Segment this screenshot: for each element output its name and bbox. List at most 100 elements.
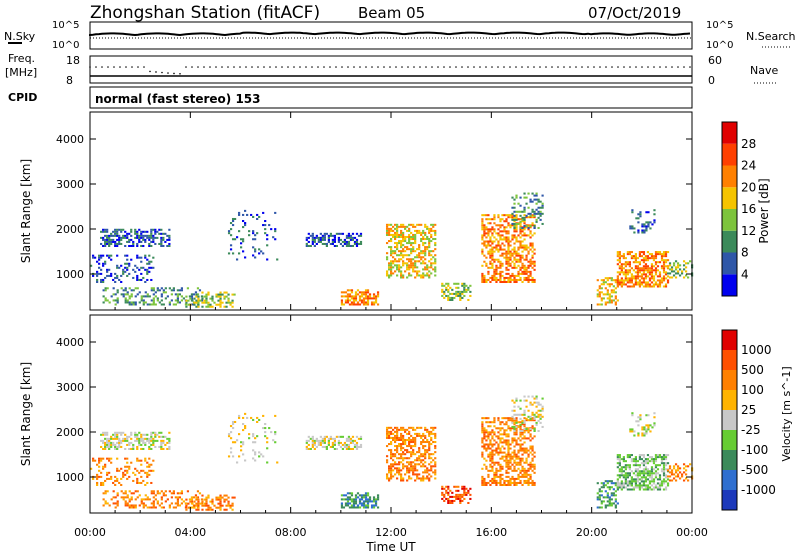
velocity-cell	[606, 492, 609, 495]
velocity-cell	[443, 487, 446, 490]
power-cell	[501, 218, 504, 221]
power-cell	[408, 248, 411, 251]
power-cell	[511, 214, 514, 217]
power-cell	[166, 295, 169, 298]
power-cell	[146, 303, 149, 306]
velocity-cell	[358, 506, 362, 509]
power-cell	[239, 242, 243, 245]
power-cell	[620, 279, 623, 282]
velocity-cell	[134, 490, 137, 493]
velocity-cell	[146, 437, 149, 440]
power-cell	[529, 244, 532, 247]
nave-point	[203, 66, 205, 68]
power-cell	[662, 267, 666, 270]
power-cell	[130, 234, 133, 237]
velocity-cell	[503, 441, 506, 444]
nave-point	[365, 66, 367, 68]
velocity-cell	[200, 498, 204, 501]
power-cell	[507, 242, 510, 245]
velocity-cell	[98, 457, 101, 460]
velocity-cell	[523, 409, 526, 412]
y-tick-label: 4000	[56, 133, 84, 146]
power-cell	[376, 293, 380, 296]
velocity-cell	[389, 436, 393, 439]
velocity-cell	[650, 484, 654, 487]
velocity-cell	[194, 494, 198, 497]
velocity-cell	[356, 496, 360, 499]
velocity-cell	[525, 427, 528, 430]
velocity-cell	[404, 453, 407, 456]
velocity-cell	[521, 457, 524, 460]
power-cell	[495, 238, 498, 241]
velocity-cell	[666, 482, 670, 485]
velocity-cell	[487, 447, 490, 450]
velocity-cell	[654, 458, 658, 461]
velocity-cell	[660, 462, 664, 465]
power-cell	[414, 225, 417, 228]
power-cell	[142, 299, 145, 302]
power-cell	[632, 269, 636, 272]
velocity-cell	[491, 481, 494, 484]
velocity-cell	[392, 428, 395, 431]
colorbar-swatch	[722, 450, 737, 470]
power-cell	[646, 255, 650, 258]
velocity-cell	[633, 434, 636, 437]
velocity-cell	[408, 426, 411, 429]
power-cell	[487, 266, 490, 269]
velocity-cell	[136, 437, 139, 440]
power-cell	[102, 254, 105, 257]
power-cell	[350, 289, 354, 292]
power-cell	[396, 233, 399, 236]
power-cell	[424, 233, 427, 236]
velocity-cell	[513, 445, 516, 448]
power-cell	[608, 301, 611, 304]
power-cell	[124, 254, 127, 257]
velocity-cell	[638, 474, 642, 477]
power-cell	[463, 286, 466, 289]
power-cell	[100, 236, 103, 239]
velocity-cell	[389, 463, 393, 466]
velocity-cell	[491, 457, 494, 460]
power-cell	[400, 242, 403, 245]
velocity-cell	[319, 435, 322, 438]
velocity-cell	[610, 502, 613, 505]
velocity-cell	[628, 480, 631, 483]
power-cell	[497, 272, 500, 275]
power-cell	[398, 264, 401, 267]
velocity-cell	[420, 477, 423, 480]
power-cell	[389, 238, 393, 241]
velocity-cell	[412, 436, 415, 439]
power-cell	[116, 264, 119, 267]
power-cell	[684, 266, 688, 269]
power-cell	[313, 240, 316, 243]
velocity-cell	[116, 457, 119, 460]
power-cell	[447, 296, 450, 299]
velocity-cell	[428, 441, 431, 444]
velocity-cell	[323, 439, 326, 442]
power-cell	[513, 278, 516, 281]
power-cell	[620, 263, 623, 266]
power-cell	[519, 240, 522, 243]
power-cell	[662, 265, 666, 268]
power-cell	[463, 288, 466, 291]
velocity-cell	[420, 441, 423, 444]
power-cell	[396, 246, 399, 249]
velocity-cell	[114, 443, 117, 446]
power-cell	[150, 234, 153, 237]
power-cell	[614, 295, 617, 298]
power-cell	[630, 255, 633, 258]
y-tick-label: 4000	[56, 336, 84, 349]
power-cell	[511, 254, 514, 257]
velocity-cell	[598, 498, 601, 501]
velocity-cell	[527, 467, 530, 470]
x-axis-label: Time UT	[365, 540, 416, 554]
velocity-cell	[364, 492, 368, 495]
power-cell	[422, 231, 425, 234]
power-cell	[626, 273, 629, 276]
power-cell	[416, 274, 419, 277]
velocity-cell	[511, 457, 514, 460]
velocity-cell	[507, 447, 510, 450]
power-cell	[252, 254, 255, 257]
velocity-cell	[505, 479, 508, 482]
velocity-cell	[408, 430, 411, 433]
